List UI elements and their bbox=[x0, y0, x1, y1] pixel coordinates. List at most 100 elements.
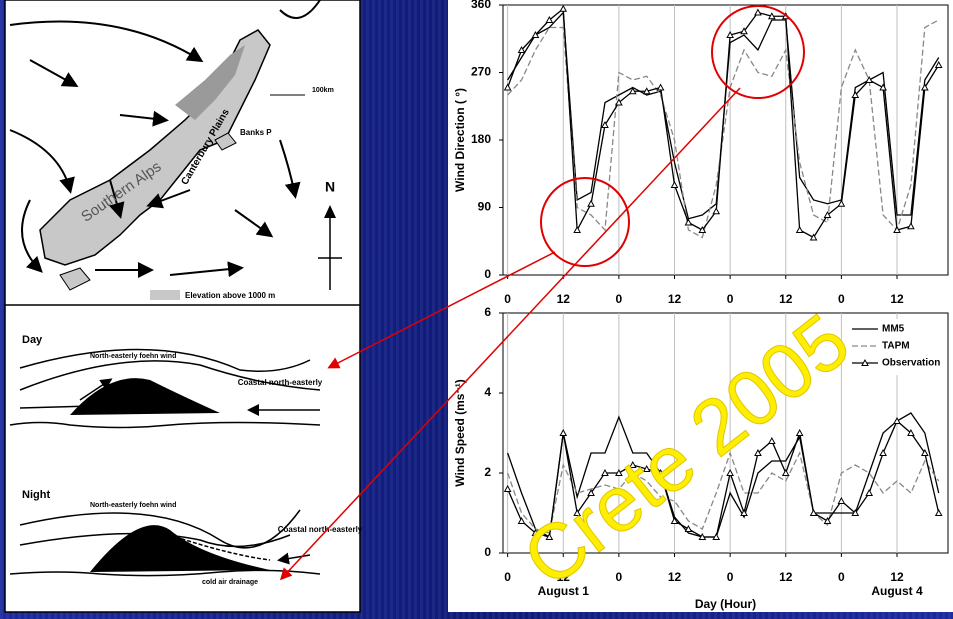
x-axis-label: Day (Hour) bbox=[695, 597, 756, 611]
x-tick-label: 12 bbox=[779, 570, 793, 584]
point-marker bbox=[545, 15, 554, 23]
point-marker bbox=[837, 496, 846, 504]
plot-area bbox=[502, 312, 949, 554]
series-line bbox=[507, 19, 940, 239]
point-marker bbox=[517, 516, 526, 524]
highlight-circle bbox=[540, 177, 630, 267]
point-marker bbox=[865, 75, 874, 83]
map-label: Banks P bbox=[240, 128, 272, 137]
point-marker bbox=[642, 87, 651, 95]
y-axis-label: Wind Direction ( °) bbox=[453, 88, 467, 192]
point-marker bbox=[879, 448, 887, 456]
point-marker bbox=[893, 416, 901, 424]
diagram-label: Coastal north-easterly bbox=[278, 525, 363, 534]
point-marker bbox=[726, 30, 734, 38]
series-line bbox=[507, 412, 940, 539]
legend-marker bbox=[861, 358, 869, 366]
point-marker bbox=[559, 4, 568, 12]
point-marker bbox=[698, 532, 707, 540]
point-marker bbox=[920, 448, 929, 456]
y-tick-label: 360 bbox=[471, 0, 491, 11]
legend-label: MM5 bbox=[882, 324, 905, 335]
y-tick-label: 0 bbox=[484, 545, 491, 559]
y-tick-label: 180 bbox=[471, 132, 491, 146]
point-marker bbox=[670, 516, 679, 524]
legend-swatch bbox=[150, 290, 180, 300]
point-marker bbox=[740, 27, 748, 35]
point-marker bbox=[768, 12, 776, 20]
point-marker bbox=[559, 428, 568, 436]
island bbox=[39, 29, 271, 266]
point-marker bbox=[601, 120, 609, 128]
mountain bbox=[90, 525, 270, 572]
high-elevation bbox=[175, 45, 245, 120]
left-panel: N 100km Southern Alps Canterbury Plains … bbox=[4, 0, 363, 613]
x-tick-label: 0 bbox=[504, 292, 511, 306]
point-marker bbox=[573, 508, 582, 516]
y-tick-label: 90 bbox=[478, 200, 492, 214]
charts: 0 90 180 270 360 0 12 0 12 0 12 0 12 Wind Direction (… bbox=[453, 0, 949, 611]
x-tick-label: 12 bbox=[668, 570, 682, 584]
peninsula bbox=[214, 132, 237, 151]
point-marker bbox=[587, 488, 595, 496]
point-marker bbox=[851, 90, 860, 98]
x-tick-label: 12 bbox=[779, 292, 793, 306]
x-tick-label: 0 bbox=[727, 292, 734, 306]
y-tick-label: 6 bbox=[484, 305, 491, 319]
point-marker bbox=[601, 468, 609, 476]
point-marker bbox=[587, 199, 595, 207]
point-marker bbox=[907, 222, 915, 230]
highlight-circle bbox=[711, 5, 805, 99]
point-marker bbox=[823, 210, 832, 218]
diagram-label: cold air drainage bbox=[202, 579, 258, 586]
point-marker bbox=[628, 87, 637, 95]
point-marker bbox=[754, 448, 762, 456]
point-marker bbox=[809, 233, 818, 241]
x-tick-label: 0 bbox=[616, 570, 623, 584]
point-marker bbox=[628, 460, 637, 468]
point-marker bbox=[781, 468, 790, 476]
point-marker bbox=[920, 83, 929, 91]
point-marker bbox=[573, 225, 582, 233]
point-marker bbox=[642, 464, 651, 472]
diagram-title: Day bbox=[22, 334, 43, 346]
panel-frame bbox=[4, 0, 361, 613]
point-marker bbox=[726, 468, 734, 476]
diagram-label: North-easterly foehn wind bbox=[90, 353, 176, 360]
map-legend: Elevation above 1000 m bbox=[185, 291, 275, 300]
point-marker bbox=[740, 508, 748, 516]
point-marker bbox=[712, 532, 721, 540]
point-marker bbox=[712, 207, 721, 215]
north-label: N bbox=[325, 179, 335, 195]
point-marker bbox=[879, 83, 887, 91]
point-marker bbox=[795, 225, 804, 233]
legend-label: Observation bbox=[882, 358, 940, 369]
point-marker bbox=[823, 516, 832, 524]
y-tick-label: 4 bbox=[484, 385, 491, 399]
annotation: August 4 bbox=[871, 584, 923, 598]
point-marker bbox=[656, 83, 665, 91]
diagram-arrows bbox=[9, 509, 321, 577]
point-marker bbox=[754, 8, 762, 16]
point-marker bbox=[851, 508, 860, 516]
y-tick-label: 0 bbox=[484, 267, 491, 281]
annotation: August 1 bbox=[538, 584, 590, 598]
x-tick-label: 12 bbox=[557, 292, 571, 306]
point-marker bbox=[517, 45, 526, 53]
point-marker bbox=[809, 508, 818, 516]
point-marker bbox=[670, 180, 679, 188]
x-tick-label: 12 bbox=[890, 570, 904, 584]
series-line bbox=[507, 451, 940, 534]
diagram-title: Night bbox=[22, 489, 50, 501]
link-arrow bbox=[279, 87, 741, 581]
x-tick-label: 0 bbox=[504, 570, 511, 584]
point-marker bbox=[768, 436, 776, 444]
y-tick-label: 2 bbox=[484, 465, 491, 479]
point-marker bbox=[934, 60, 943, 68]
point-marker bbox=[656, 468, 665, 476]
point-marker bbox=[893, 225, 901, 233]
point-marker bbox=[531, 30, 540, 38]
point-marker bbox=[684, 524, 693, 532]
diagram-label: Coastal north-easterly bbox=[238, 378, 323, 387]
